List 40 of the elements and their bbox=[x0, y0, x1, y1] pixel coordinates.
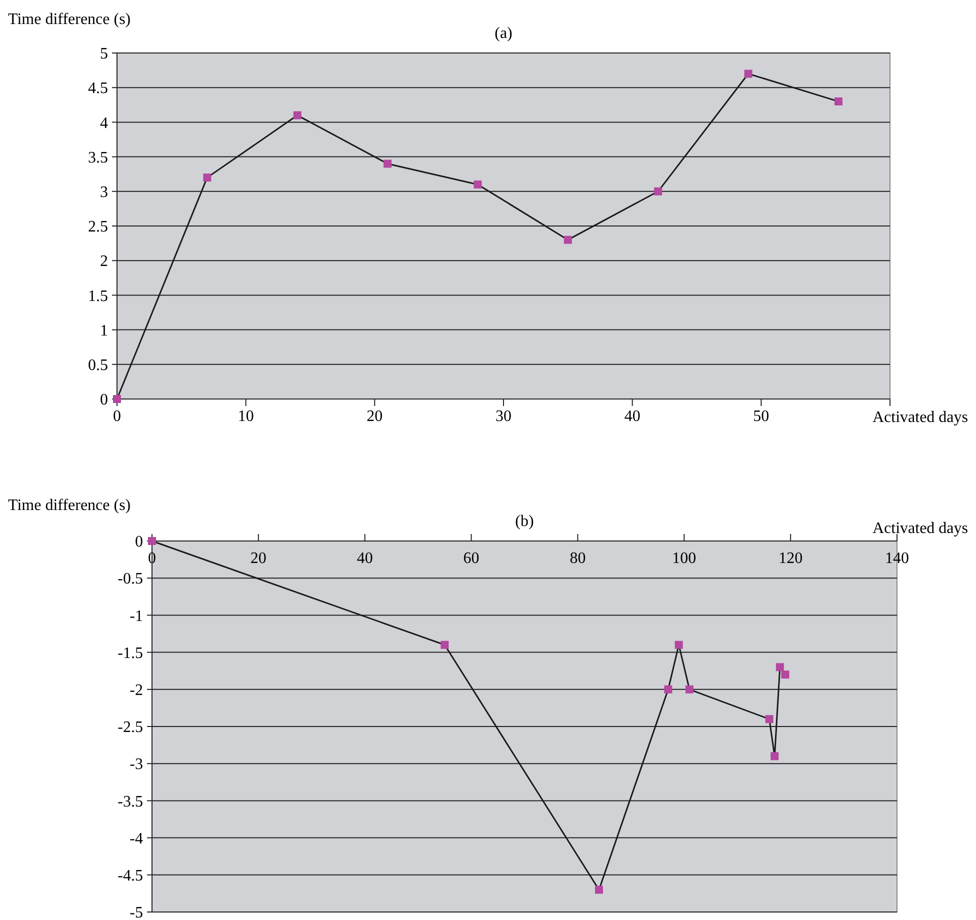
y-tick-label: 2.5 bbox=[88, 218, 108, 236]
y-tick-label: -0.5 bbox=[118, 570, 143, 588]
y-axis-title: Time difference (s) bbox=[8, 497, 131, 514]
x-tick-label: 20 bbox=[366, 408, 383, 425]
x-tick-label: 40 bbox=[356, 550, 373, 567]
y-tick-label: -2 bbox=[130, 682, 143, 699]
y-tick-label: 5 bbox=[100, 46, 108, 63]
x-tick-label: 30 bbox=[496, 408, 512, 425]
y-tick-label: 4 bbox=[100, 114, 108, 132]
y-tick-label: 0.5 bbox=[88, 357, 108, 374]
y-tick-label: 4.5 bbox=[88, 80, 108, 98]
y-tick-label: -4 bbox=[130, 830, 143, 848]
y-tick-label: 0 bbox=[135, 534, 143, 551]
y-tick-label: 1 bbox=[100, 322, 108, 340]
x-tick-label: 100 bbox=[672, 550, 696, 567]
x-axis-title: Activated days bbox=[872, 409, 968, 426]
y-tick-label: 3 bbox=[100, 184, 108, 201]
y-axis-title: Time difference (s) bbox=[8, 11, 131, 28]
x-tick-label: 10 bbox=[238, 408, 254, 425]
x-tick-label: 140 bbox=[885, 550, 909, 567]
y-tick-label: 2 bbox=[100, 253, 108, 270]
x-tick-label: 60 bbox=[463, 550, 480, 567]
chart-title: (a) bbox=[494, 25, 512, 42]
chart-title: (b) bbox=[515, 513, 534, 530]
y-tick-label: 1.5 bbox=[88, 288, 108, 305]
y-tick-label: -1 bbox=[130, 608, 143, 625]
y-tick-label: 0 bbox=[100, 392, 108, 409]
x-axis-title: Activated days bbox=[872, 520, 968, 537]
x-tick-label: 120 bbox=[778, 550, 803, 567]
y-tick-label: -3.5 bbox=[118, 793, 143, 810]
y-tick-label: -2.5 bbox=[118, 719, 143, 736]
y-tick-label: -4.5 bbox=[118, 868, 143, 884]
x-tick-label: 50 bbox=[753, 408, 770, 425]
x-tick-label: 40 bbox=[624, 408, 640, 425]
y-tick-label: -3 bbox=[130, 756, 143, 774]
y-tick-label: -1.5 bbox=[118, 644, 143, 662]
x-tick-label: 80 bbox=[570, 550, 586, 567]
y-tick-label: 3.5 bbox=[88, 149, 108, 166]
y-tick-label: -5 bbox=[130, 904, 143, 920]
x-tick-label: 20 bbox=[250, 550, 266, 567]
